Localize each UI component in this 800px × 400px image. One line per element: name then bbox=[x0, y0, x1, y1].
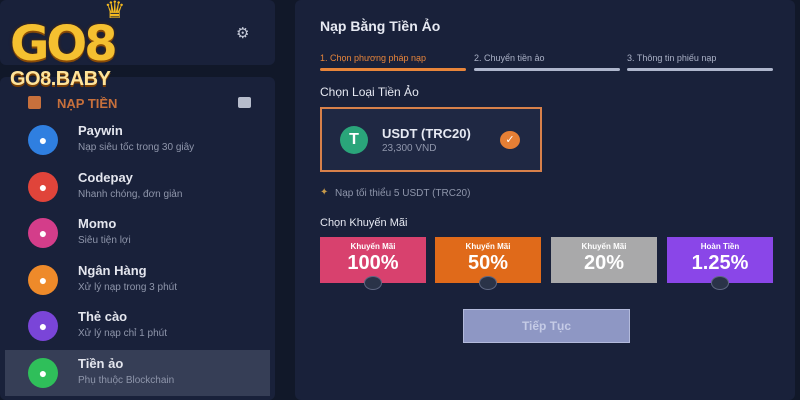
sidebar-item-5[interactable]: ● Tiền ảo Phụ thuộc Blockchain bbox=[5, 349, 270, 396]
bank-icon: ● bbox=[28, 264, 58, 295]
sidebar-item-subtitle: Xử lý nạp chỉ 1 phút bbox=[78, 328, 167, 339]
crypto-icon: ● bbox=[28, 357, 58, 388]
promo-label: Khuyến Mãi bbox=[581, 242, 627, 251]
account-panel bbox=[0, 0, 275, 65]
momo-icon: ● bbox=[28, 218, 58, 248]
promo-label: Hoàn Tiền bbox=[700, 242, 740, 251]
logo: ♛ GO8 GO8.BABY bbox=[4, 0, 134, 95]
sidebar-item-title: Paywin bbox=[78, 123, 123, 138]
sidebar-item-1[interactable]: ● Codepay Nhanh chóng, đơn giản bbox=[5, 164, 270, 210]
promo-value: 100% bbox=[347, 252, 399, 274]
sidebar-item-title: Momo bbox=[78, 216, 117, 231]
main-panel: Nạp Bằng Tiền Ảo 1. Chọn phương pháp nạp… bbox=[295, 0, 795, 400]
star-icon: ✦ bbox=[320, 187, 329, 198]
promo-label: Khuyến Mãi bbox=[350, 242, 396, 251]
step-1: 1. Chọn phương pháp nạp bbox=[320, 53, 427, 63]
step-2-bar bbox=[474, 68, 620, 71]
promo-option-1[interactable]: Khuyến Mãi 50% bbox=[435, 237, 541, 283]
coin-option-usdt[interactable]: T USDT (TRC20) 23,300 VND ✓ bbox=[320, 107, 542, 172]
minimum-note: Nạp tối thiểu 5 USDT (TRC20) bbox=[335, 188, 471, 199]
promo-option-0[interactable]: Khuyến Mãi 100% bbox=[320, 237, 426, 283]
logo-subtext: GO8.BABY bbox=[10, 68, 111, 90]
sidebar-item-subtitle: Siêu tiện lợi bbox=[78, 235, 131, 246]
sidebar-item-subtitle: Nhanh chóng, đơn giản bbox=[78, 188, 183, 200]
sidebar-item-4[interactable]: ● Thẻ cào Xử lý nạp chỉ 1 phút bbox=[5, 303, 270, 349]
sidebar-item-subtitle: Nạp siêu tốc trong 30 giây bbox=[78, 142, 195, 153]
promo-value: 1.25% bbox=[691, 252, 749, 274]
coin-rate: 23,300 VND bbox=[382, 143, 437, 154]
step-3: 3. Thông tin phiếu nạp bbox=[627, 53, 717, 63]
sidebar-item-subtitle: Phụ thuộc Blockchain bbox=[78, 374, 175, 386]
promo-section-label: Chọn Khuyến Mãi bbox=[320, 217, 408, 229]
sidebar-item-subtitle: Xử lý nạp trong 3 phút bbox=[78, 281, 177, 293]
coin-name: USDT (TRC20) bbox=[382, 126, 471, 141]
step-2: 2. Chuyển tiền ảo bbox=[474, 53, 545, 63]
promo-value: 50% bbox=[467, 252, 509, 274]
tether-icon: T bbox=[340, 126, 368, 154]
code-icon: ● bbox=[28, 171, 58, 202]
sidebar-item-title: Tiền ảo bbox=[78, 355, 124, 371]
card-icon: ● bbox=[28, 311, 58, 341]
wallet-icon: ● bbox=[28, 125, 58, 155]
crown-icon: ♛ bbox=[104, 0, 126, 24]
coin-section-label: Chọn Loại Tiền Ảo bbox=[320, 85, 419, 99]
step-1-bar bbox=[320, 68, 466, 71]
promo-radio-3[interactable] bbox=[711, 276, 729, 290]
sidebar-item-2[interactable]: ● Momo Siêu tiện lợi bbox=[5, 210, 270, 256]
logo-text: GO8 bbox=[10, 16, 118, 72]
promo-option-2[interactable]: Khuyến Mãi 20% bbox=[551, 237, 657, 283]
promo-label: Khuyến Mãi bbox=[465, 242, 511, 251]
deposit-icon bbox=[28, 96, 41, 109]
check-icon: ✓ bbox=[500, 131, 520, 149]
step-3-bar bbox=[627, 68, 773, 71]
sidebar-item-0[interactable]: ● Paywin Nạp siêu tốc trong 30 giây bbox=[5, 117, 270, 163]
promo-option-3[interactable]: Hoàn Tiền 1.25% bbox=[667, 237, 773, 283]
promo-radio-0[interactable] bbox=[364, 276, 382, 290]
promo-radio-1[interactable] bbox=[479, 276, 497, 290]
continue-button[interactable]: Tiếp Tục bbox=[463, 309, 630, 343]
continue-label: Tiếp Tục bbox=[521, 319, 572, 333]
sidebar-item-title: Codepay bbox=[78, 169, 133, 185]
collapse-icon[interactable] bbox=[238, 97, 251, 108]
promo-value: 20% bbox=[583, 252, 625, 274]
sidebar-item-title: Thẻ cào bbox=[78, 309, 128, 324]
settings-icon[interactable]: ⚙ bbox=[236, 25, 250, 42]
page-title: Nạp Bằng Tiền Ảo bbox=[320, 18, 441, 34]
sidebar-section-title: NẠP TIỀN bbox=[57, 96, 118, 111]
sidebar-item-3[interactable]: ● Ngân Hàng Xử lý nạp trong 3 phút bbox=[5, 257, 270, 303]
sidebar-item-title: Ngân Hàng bbox=[78, 262, 147, 278]
